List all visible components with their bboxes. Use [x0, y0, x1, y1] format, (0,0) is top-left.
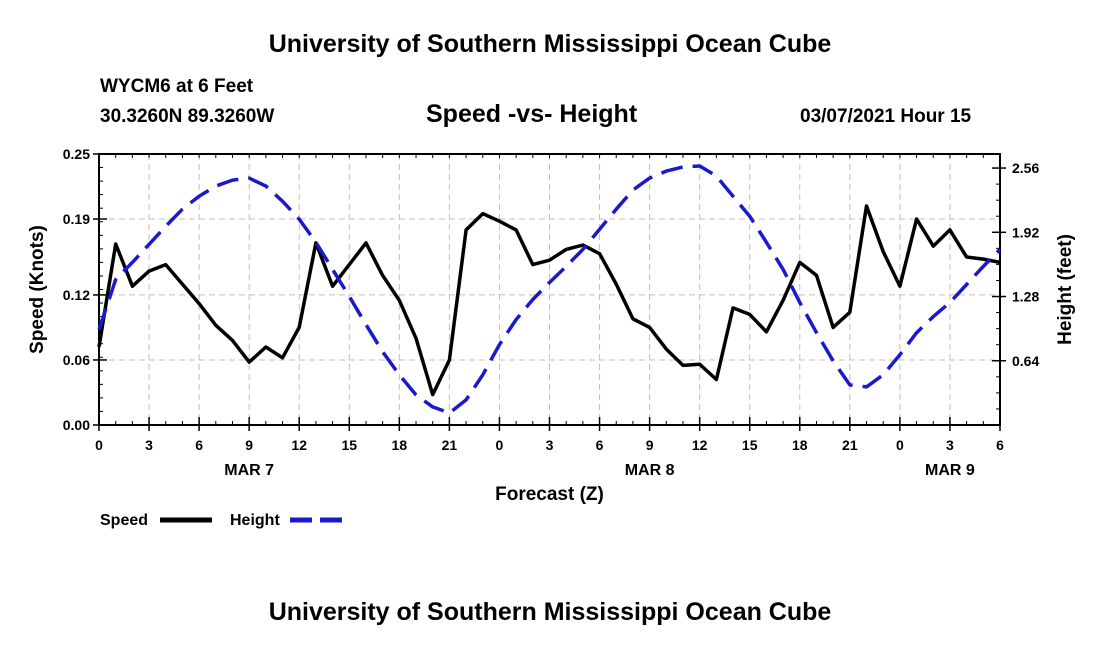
x-tick-label: 15 [742, 437, 758, 453]
legend-label-speed: Speed [100, 512, 148, 529]
x-tick-label: 18 [392, 437, 408, 453]
date-label: MAR 9 [925, 462, 975, 479]
x-tick-label: 3 [145, 437, 153, 453]
station-name: WYCM6 at 6 Feet [100, 76, 254, 97]
x-tick-label: 6 [195, 437, 203, 453]
x-tick-label: 18 [792, 437, 808, 453]
page-title: University of Southern Mississippi Ocean… [268, 30, 832, 58]
y-tick-label: 0.00 [63, 417, 90, 433]
x-tick-label: 0 [896, 437, 904, 453]
x-tick-label: 3 [946, 437, 954, 453]
x-tick-label: 9 [245, 437, 253, 453]
y-tick-label: 0.12 [63, 287, 90, 303]
x-tick-label: 15 [341, 437, 357, 453]
y2-tick-label: 1.92 [1012, 224, 1039, 240]
legend-label-height: Height [230, 512, 280, 529]
y2-tick-label: 2.56 [1012, 160, 1039, 176]
y-tick-label: 0.06 [63, 352, 90, 368]
x-tick-label: 21 [842, 437, 858, 453]
x-tick-label: 3 [546, 437, 554, 453]
date-label: MAR 8 [625, 462, 675, 479]
y-tick-label: 0.19 [63, 211, 90, 227]
series-speed-line [97, 204, 1001, 397]
x-tick-label: 9 [646, 437, 654, 453]
y2-axis-title: Height (feet) [1055, 234, 1076, 345]
x-tick-label: 21 [442, 437, 458, 453]
x-tick-label: 6 [596, 437, 604, 453]
x-tick-label: 12 [291, 437, 307, 453]
date-label: MAR 7 [224, 462, 274, 479]
x-axis-title: Forecast (Z) [495, 484, 604, 505]
x-tick-label: 0 [95, 437, 103, 453]
x-tick-label: 12 [692, 437, 708, 453]
y2-tick-label: 0.64 [1012, 353, 1039, 369]
x-tick-label: 6 [996, 437, 1004, 453]
chart-title: Speed -vs- Height [426, 100, 638, 128]
footer-title: University of Southern Mississippi Ocean… [268, 598, 832, 626]
station-coordinates: 30.3260N 89.3260W [100, 106, 275, 127]
y-tick-label: 0.25 [63, 146, 90, 162]
y-axis-title: Speed (Knots) [27, 225, 48, 354]
y2-tick-label: 1.28 [1012, 289, 1039, 305]
run-time: 03/07/2021 Hour 15 [800, 106, 972, 127]
x-tick-label: 0 [496, 437, 504, 453]
series-height-line [97, 164, 1002, 415]
